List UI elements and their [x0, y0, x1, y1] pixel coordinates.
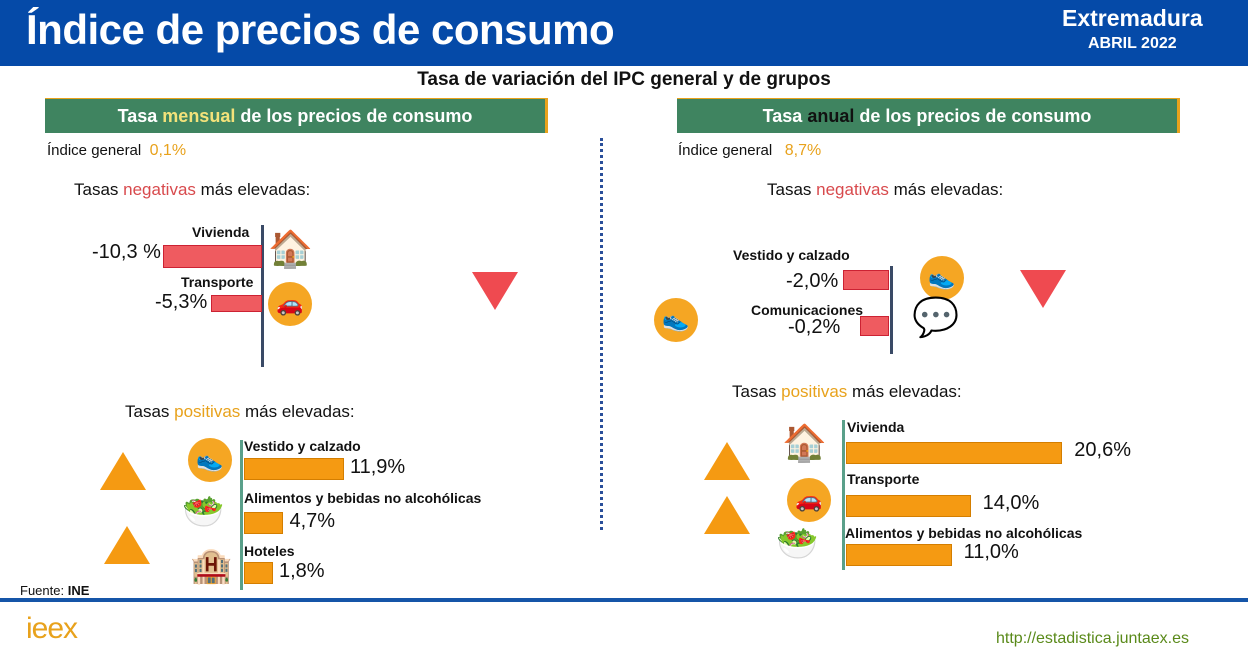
value-label: -10,3 % — [92, 241, 161, 263]
t: más elevadas: — [195, 180, 311, 199]
t-hl: mensual — [162, 106, 236, 126]
general-label: Índice general — [47, 142, 142, 159]
annual-neg-axis — [890, 266, 893, 354]
general-value: 8,7% — [784, 142, 822, 159]
source-label: Fuente: — [20, 583, 68, 598]
value-label: 20,6% — [1074, 439, 1132, 461]
category-label: Alimentos y bebidas no alcohólicas — [244, 490, 482, 506]
t: Tasa — [762, 106, 808, 126]
divider — [600, 138, 603, 530]
footer-url[interactable]: http://estadistica.juntaex.es — [996, 630, 1189, 647]
t: negativas — [123, 180, 196, 199]
category-label: Vestido y calzado — [733, 247, 850, 263]
value-label: -5,3% — [155, 291, 208, 313]
up-triangle-icon — [704, 496, 750, 534]
annual-pos-title: Tasas positivas más elevadas: — [732, 382, 962, 402]
up-triangle-icon — [100, 452, 146, 490]
monthly-neg-axis — [261, 225, 264, 367]
shoe-icon: 👟 — [188, 438, 232, 482]
monthly-general: Índice general 0,1% — [47, 142, 186, 160]
negative-bar — [843, 270, 889, 290]
t: más elevadas: — [888, 180, 1004, 199]
t: Tasa — [117, 106, 163, 126]
value-label: -2,0% — [786, 270, 839, 292]
header-bar — [0, 0, 1248, 66]
value-label: 14,0% — [982, 492, 1040, 514]
general-label: Índice general — [678, 142, 773, 159]
category-label: Alimentos y bebidas no alcohólicas — [845, 525, 1083, 541]
ieex-logo: ieex — [26, 612, 78, 645]
monthly-neg-title: Tasas negativas más elevadas: — [74, 180, 310, 200]
value-label: 11,9% — [349, 456, 406, 478]
positive-bar — [846, 544, 952, 566]
annual-general: Índice general 8,7% — [678, 142, 821, 160]
t: positivas — [174, 402, 241, 421]
value-label: -0,2% — [788, 316, 841, 338]
shoe-icon: 👟 — [920, 256, 964, 300]
t: Tasas — [125, 402, 175, 421]
category-label: Comunicaciones — [751, 302, 864, 318]
date: ABRIL 2022 — [1088, 35, 1177, 52]
subtitle: Tasa de variación del IPC general y de g… — [417, 69, 831, 90]
house-icon: 🏠 — [782, 422, 827, 463]
category-label: Vestido y calzado — [244, 438, 361, 454]
t: Tasas — [767, 180, 817, 199]
category-label: Hoteles — [244, 543, 295, 559]
positive-bar — [846, 495, 971, 517]
positive-bar — [846, 442, 1063, 464]
region: Extremadura — [1062, 5, 1203, 31]
negative-bar — [211, 295, 262, 312]
source: Fuente: INE — [20, 583, 89, 598]
monthly-pos-title: Tasas positivas más elevadas: — [125, 402, 355, 422]
car-icon: 🚗 — [787, 478, 831, 522]
car-icon: 🚗 — [268, 282, 312, 326]
positive-bar — [244, 512, 284, 534]
general-value: 0,1% — [149, 142, 187, 159]
footer-line — [0, 598, 1248, 602]
category-label: Transporte — [847, 471, 920, 487]
annual-pos-axis — [842, 420, 845, 570]
t: más elevadas: — [240, 402, 355, 421]
t: de los precios de consumo — [235, 106, 473, 126]
shoe-icon: 👟 — [654, 298, 698, 342]
monthly-panel-title: Tasa mensual de los precios de consumo — [45, 98, 548, 133]
positive-bar — [244, 562, 273, 584]
category-label: Vivienda — [847, 419, 905, 435]
negative-bar — [860, 316, 889, 336]
value-label: 1,8% — [279, 560, 325, 582]
t: Tasas — [74, 180, 124, 199]
monthly-pos-axis — [240, 440, 243, 590]
value-label: 11,0% — [963, 541, 1019, 563]
source-value: INE — [67, 583, 90, 598]
annual-neg-title: Tasas negativas más elevadas: — [767, 180, 1003, 200]
t: de los precios de consumo — [854, 106, 1092, 126]
salad-icon: 🥗 — [776, 525, 819, 563]
value-label: 4,7% — [289, 510, 336, 532]
down-triangle-icon — [472, 272, 518, 310]
annual-panel-title: Tasa anual de los precios de consumo — [677, 98, 1180, 133]
t-hl: anual — [807, 106, 855, 126]
t: negativas — [816, 180, 889, 199]
t: positivas — [781, 382, 848, 401]
page-title: Índice de precios de consumo — [26, 6, 615, 53]
category-label: Transporte — [181, 274, 254, 290]
negative-bar — [163, 245, 262, 268]
chat-bubbles-icon: 💬 — [912, 297, 960, 339]
up-triangle-icon — [704, 442, 750, 480]
salad-icon: 🥗 — [182, 493, 225, 531]
category-label: Vivienda — [192, 224, 250, 240]
positive-bar — [244, 458, 344, 480]
up-triangle-icon — [104, 526, 150, 564]
down-triangle-icon — [1020, 270, 1066, 308]
hotel-icon: 🏨 — [190, 547, 233, 585]
t: más elevadas: — [847, 382, 962, 401]
house-icon: 🏠 — [268, 228, 313, 269]
t: Tasas — [732, 382, 782, 401]
